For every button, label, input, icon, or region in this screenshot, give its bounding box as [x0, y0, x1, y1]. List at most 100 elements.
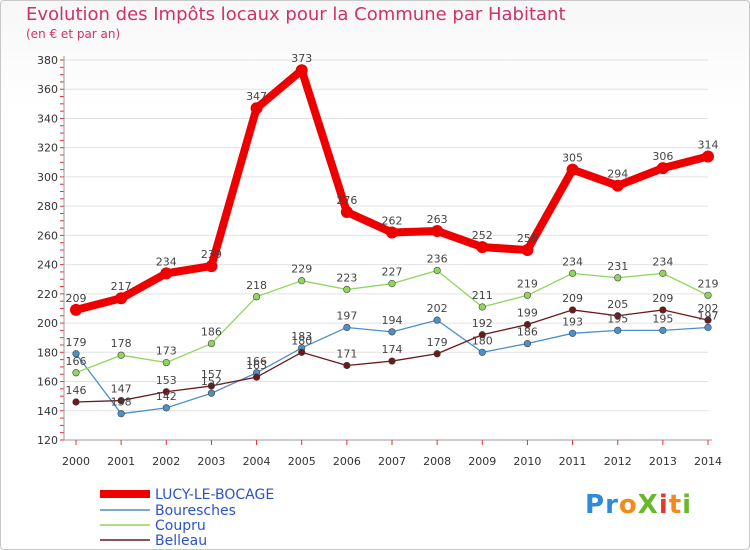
y-tick-label: 380 [37, 54, 58, 67]
data-point [614, 312, 622, 320]
data-label: 305 [562, 152, 583, 165]
data-label: 306 [652, 150, 673, 163]
data-point [252, 373, 261, 381]
proxiti-logo: ProXiti [585, 490, 692, 520]
data-label: 252 [472, 229, 493, 242]
data-label: 157 [201, 368, 222, 381]
y-tick-label: 140 [37, 405, 58, 418]
data-point [207, 339, 216, 348]
data-label: 314 [698, 138, 719, 151]
data-label: 217 [111, 280, 132, 293]
data-point [704, 291, 712, 299]
logo-letter: X [637, 490, 659, 520]
data-label: 171 [336, 347, 357, 360]
data-label: 166 [66, 355, 87, 368]
data-label: 195 [607, 312, 628, 325]
chart-title: Evolution des Impôts locaux pour la Comm… [26, 4, 566, 25]
data-point [298, 277, 306, 285]
data-point [433, 266, 441, 275]
data-point [568, 306, 577, 314]
x-tick-label: 2007 [378, 455, 406, 468]
legend-label: LUCY-LE-BOCAGE [155, 487, 274, 503]
data-point [343, 361, 351, 370]
data-label: 142 [156, 390, 177, 403]
data-point [117, 351, 125, 359]
data-point [523, 320, 532, 329]
y-tick-label: 160 [37, 376, 58, 389]
logo-letter: r [605, 490, 619, 520]
logo-letter: i [658, 490, 669, 520]
y-tick-label: 320 [37, 142, 58, 155]
data-point [343, 323, 351, 332]
x-tick-label: 2000 [62, 455, 90, 468]
data-label: 250 [517, 232, 538, 245]
x-tick-label: 2008 [423, 455, 451, 468]
data-label: 227 [382, 266, 403, 279]
data-label: 218 [246, 279, 267, 292]
data-label: 173 [156, 345, 177, 358]
chart-subtitle: (en € et par an) [26, 27, 121, 41]
data-point [388, 328, 396, 336]
data-label: 231 [607, 260, 628, 273]
x-tick-label: 2009 [468, 455, 496, 468]
x-tick-label: 2004 [243, 455, 271, 468]
logo-letter: i [682, 490, 693, 520]
y-tick-label: 220 [37, 288, 58, 301]
data-label: 138 [111, 396, 132, 409]
data-point [611, 179, 624, 192]
data-point [431, 225, 444, 237]
data-label: 199 [517, 307, 538, 320]
data-point [476, 241, 489, 254]
x-tick-label: 2001 [107, 455, 135, 468]
data-label: 197 [698, 309, 719, 322]
data-label: 262 [382, 214, 403, 227]
data-point [659, 269, 667, 277]
data-label: 194 [382, 314, 403, 327]
x-tick-label: 2010 [513, 455, 541, 468]
y-tick-label: 240 [37, 259, 58, 272]
data-label: 197 [336, 309, 357, 322]
data-label: 180 [472, 334, 493, 347]
x-tick-label: 2011 [559, 455, 587, 468]
data-point [162, 358, 170, 367]
axes: 120 140 160 180 200 220 240 260 280 300 320 340 360 3… [37, 54, 722, 468]
data-label: 263 [427, 213, 448, 226]
data-point [115, 292, 128, 305]
data-point [388, 357, 396, 365]
data-label: 202 [427, 302, 448, 315]
logo-letter: o [618, 490, 638, 520]
data-point [478, 331, 486, 339]
x-tick-label: 2012 [604, 455, 632, 468]
data-point [523, 339, 532, 348]
data-point [656, 162, 669, 175]
data-label: 202 [698, 302, 719, 315]
data-point [388, 280, 396, 288]
legend-label: Belleau [155, 533, 207, 549]
data-point [566, 163, 579, 176]
x-tick-label: 2005 [288, 455, 316, 468]
data-point [523, 291, 532, 299]
y-tick-label: 300 [37, 171, 58, 184]
series-lines [70, 64, 714, 418]
x-tick-label: 2006 [333, 455, 361, 468]
data-label: 234 [156, 255, 177, 268]
data-point [70, 303, 82, 316]
data-label: 294 [607, 168, 628, 181]
legend-label: Coupru [155, 518, 206, 534]
x-tick-label: 2002 [152, 455, 180, 468]
data-labels: 179 138 142 152 166 183 197 194 202 180 186 193 195 1… [66, 52, 719, 408]
x-tick-label: 2014 [694, 455, 722, 468]
data-point [72, 369, 80, 377]
data-point [478, 303, 486, 311]
legend-label: Bouresches [155, 503, 236, 519]
data-label: 223 [336, 271, 357, 284]
data-label: 209 [652, 292, 673, 305]
y-tick-label: 120 [37, 434, 58, 447]
data-point [568, 329, 577, 337]
data-point [702, 150, 714, 163]
data-label: 178 [111, 337, 132, 350]
data-label: 183 [291, 330, 312, 343]
